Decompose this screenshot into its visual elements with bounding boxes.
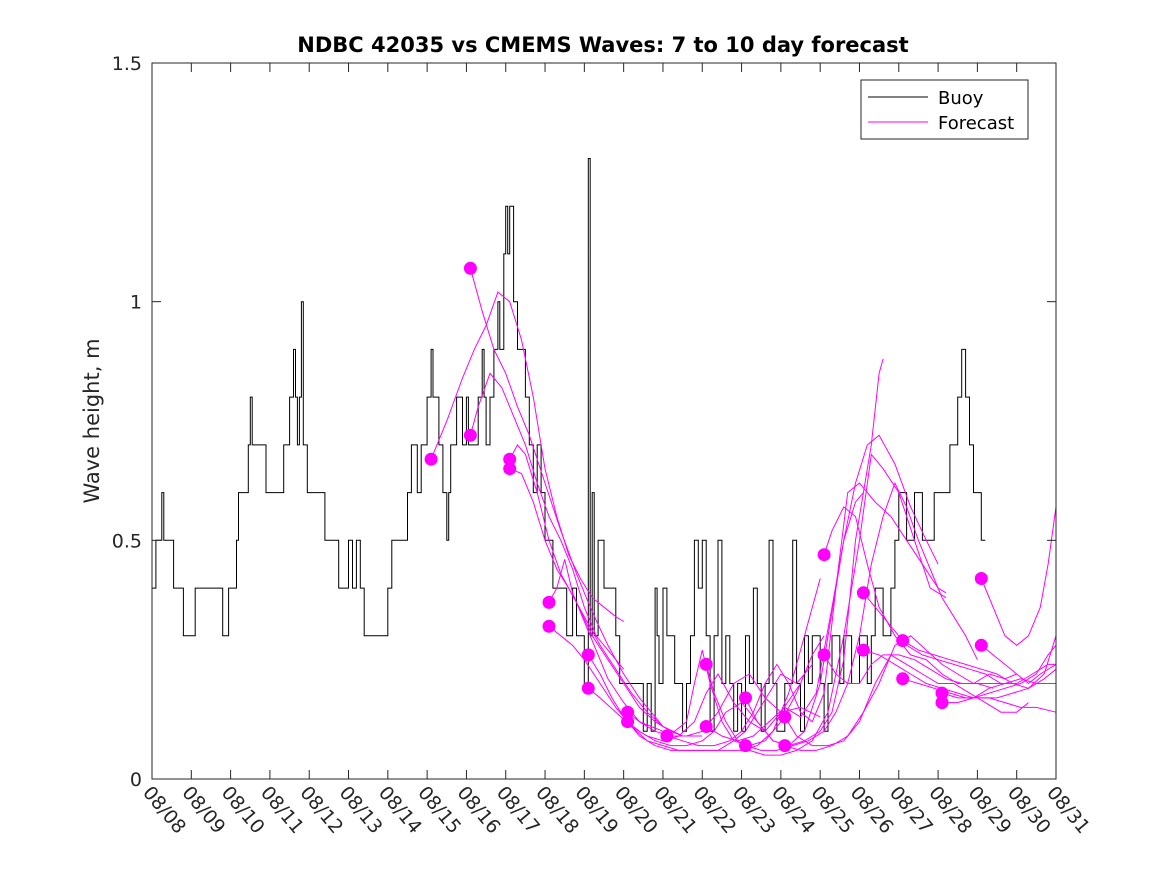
forecast-run-line-1 — [469, 268, 664, 727]
legend-forecast-label: Forecast — [938, 113, 1014, 134]
forecast-run-line-11 — [666, 482, 947, 747]
forecast-start-point-4 — [503, 462, 517, 476]
forecast-run-line-12 — [705, 453, 947, 756]
forecast-start-point-1 — [463, 261, 477, 275]
forecast-start-point-6 — [542, 619, 556, 633]
forecast-start-point-22 — [896, 634, 910, 648]
buoy-series-line — [152, 158, 986, 732]
forecast-start-point-26 — [974, 572, 988, 585]
y-tick-label: 0 — [130, 769, 142, 791]
forecast-run-line-22 — [902, 635, 1057, 689]
forecast-start-point-20 — [856, 586, 870, 600]
forecast-start-point-25 — [935, 696, 949, 710]
forecast-start-point-0 — [424, 452, 438, 466]
forecast-run-line-14 — [745, 358, 884, 747]
forecast-run-line-4 — [509, 468, 703, 737]
forecast-start-point-13 — [699, 720, 713, 733]
forecast-run-line-2 — [469, 372, 625, 670]
forecast-start-point-7 — [581, 648, 595, 662]
forecast-start-point-24 — [935, 686, 949, 700]
forecast-start-point-9 — [621, 705, 635, 719]
forecast-run-line-15 — [745, 481, 978, 751]
forecast-run-line-24 — [941, 644, 1057, 699]
forecast-start-point-10 — [621, 715, 635, 729]
forecast-run-line-19 — [823, 654, 994, 689]
forecast-start-point-15 — [739, 739, 752, 753]
legend: Buoy Forecast — [860, 79, 1029, 140]
forecast-run-line-27 — [980, 644, 1057, 685]
forecast-start-point-23 — [896, 672, 910, 686]
plot-background — [152, 63, 1056, 779]
chart-title: NDBC 42035 vs CMEMS Waves: 7 to 10 day f… — [297, 33, 908, 57]
forecast-start-point-27 — [974, 638, 988, 652]
legend-buoy-label: Buoy — [938, 88, 984, 109]
axes-frame — [151, 62, 1057, 780]
forecast-run-line-16 — [784, 654, 1029, 747]
legend-box — [860, 79, 1029, 140]
forecast-start-point-14 — [739, 691, 752, 705]
forecast-start-point-11 — [660, 729, 674, 743]
forecast-start-point-8 — [581, 681, 595, 695]
forecast-run-line-13 — [705, 434, 939, 742]
forecast-run-line-10 — [627, 492, 864, 747]
forecast-start-point-19 — [817, 648, 831, 662]
forecast-run-line-0 — [430, 291, 624, 622]
forecast-start-point-12 — [699, 657, 713, 671]
plot-area: 08/0808/0908/1008/1108/1208/1308/1408/15… — [112, 53, 1094, 838]
forecast-start-point-17 — [778, 739, 792, 753]
forecast-run-line-23 — [902, 668, 1057, 699]
forecast-run-line-25 — [942, 678, 1056, 704]
forecast-run-line-21 — [863, 649, 1057, 713]
forecast-start-point-5 — [542, 595, 556, 609]
y-tick-label: 1.5 — [112, 53, 142, 75]
y-tick-label: 0.5 — [112, 530, 142, 552]
forecast-run-line-3 — [509, 444, 683, 737]
y-axis-label: Wave height, m — [80, 338, 104, 503]
forecast-start-point-3 — [503, 452, 517, 466]
forecast-start-point-2 — [463, 428, 477, 442]
forecast-run-line-20 — [863, 592, 1056, 684]
forecast-start-point-16 — [778, 710, 792, 724]
forecast-run-line-18 — [823, 506, 1017, 684]
forecast-start-point-18 — [817, 548, 831, 562]
forecast-start-point-21 — [856, 643, 870, 657]
forecast-run-line-26 — [980, 506, 1057, 646]
y-tick-label: 1 — [130, 292, 142, 314]
